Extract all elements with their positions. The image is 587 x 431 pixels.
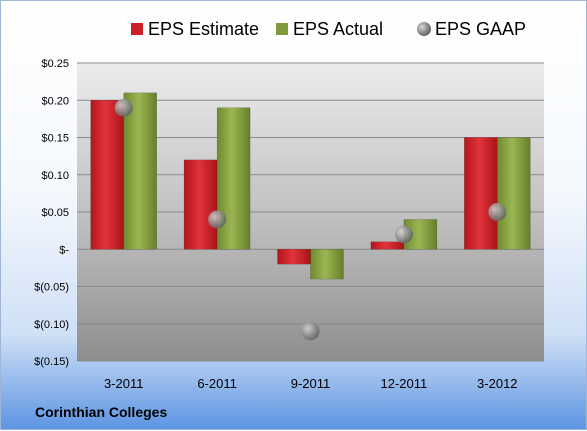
y-tick-label: $0.05 [41,207,69,219]
y-tick-label: $- [59,244,69,256]
x-tick-label: 9-2011 [291,376,331,391]
marker-eps-gaap-3-2011 [114,98,133,117]
y-tick-label: $(0.15) [34,356,69,368]
legend-label: EPS Actual [293,19,383,39]
marker-eps-gaap-9-2011 [301,322,320,341]
legend-label: EPS GAAP [435,19,526,39]
y-tick-label: $0.20 [41,95,69,107]
y-tick-label: $(0.05) [34,282,69,294]
legend-label: EPS Estimate [148,19,259,39]
legend-swatch [276,23,288,35]
bar-eps-actual-3-2011 [123,92,157,250]
x-axis-ticks: 3-2011 6-2011 9-2011 12-2011 3-2012 [104,376,518,391]
y-tick-label: $0.25 [41,58,69,70]
marker-eps-gaap-12-2011 [394,225,413,244]
bar-eps-actual-3-2012 [497,137,531,250]
legend-swatch [417,22,431,36]
bar-eps-actual-6-2011 [216,107,251,250]
y-tick-label: $0.15 [41,133,69,145]
bar-eps-estimate-3-2012 [464,137,498,250]
x-tick-label: 3-2012 [477,376,517,391]
x-tick-label: 6-2011 [197,376,237,391]
chart-legend: EPS Estimate EPS Actual EPS GAAP [131,19,526,39]
marker-eps-gaap-3-2012 [488,203,507,221]
bar-eps-estimate-3-2011 [90,100,124,250]
x-tick-label: 3-2011 [104,376,144,391]
bar-eps-estimate-12-2011 [370,241,405,250]
y-tick-label: $0.10 [41,170,69,182]
gaap-markers-group [114,98,507,341]
company-name: Corinthian Colleges [35,404,167,420]
bar-eps-estimate-9-2011 [277,249,311,265]
y-axis-ticks: $0.25 $0.20 $0.15 $0.10 $0.05 $- $(0.05) $(0.10… [34,58,69,368]
bar-eps-actual-9-2011 [310,249,344,280]
legend-swatch [131,23,143,35]
x-tick-label: 12-2011 [381,376,428,391]
bar-eps-estimate-6-2011 [183,159,218,250]
y-tick-label: $(0.10) [34,319,69,331]
marker-eps-gaap-6-2011 [208,210,227,229]
